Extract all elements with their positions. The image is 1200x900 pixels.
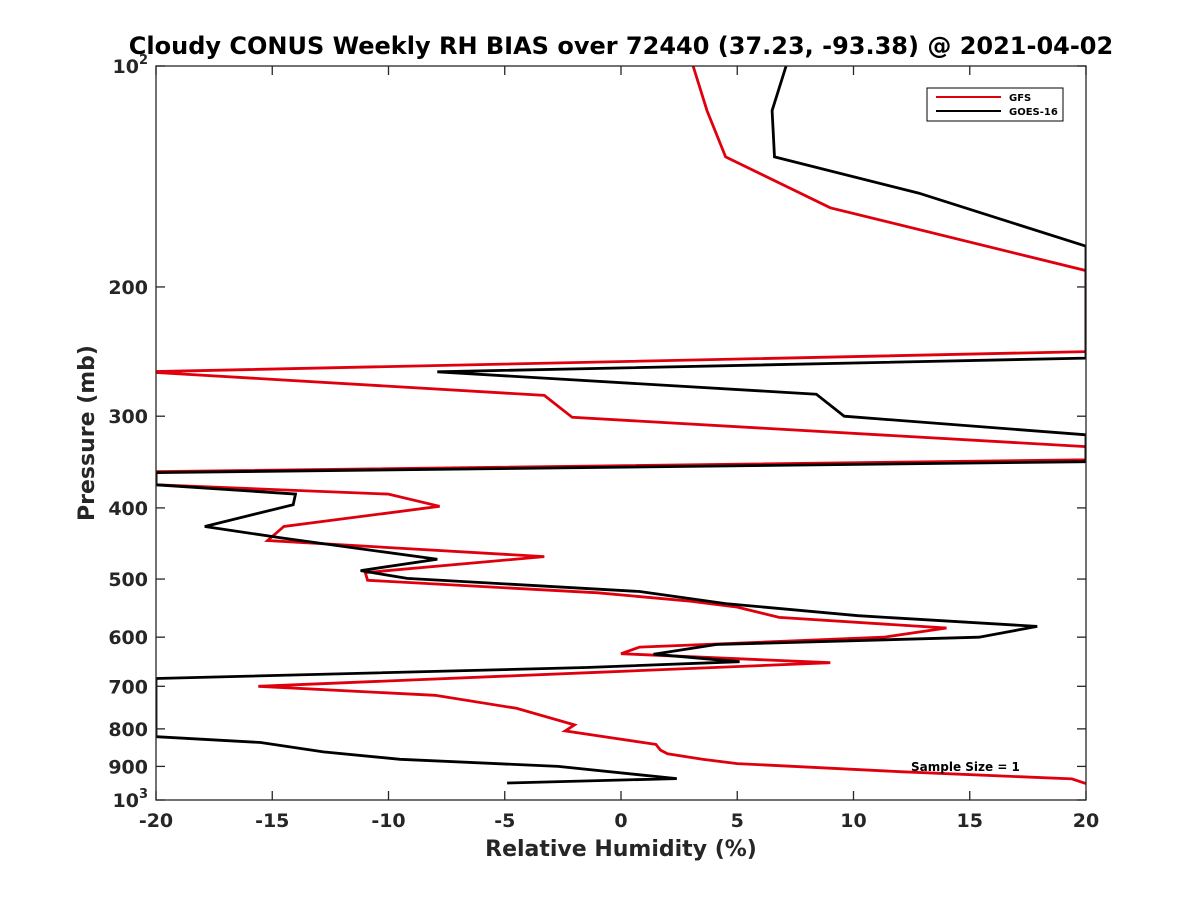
y-tick-label: 300 xyxy=(108,406,148,428)
y-axis: 102 200 300 400 500 600 700 800 900 103 xyxy=(108,53,1086,812)
plot-area: -20 -15 -10 -5 0 5 10 15 20 102 200 300 400 500 600 70… xyxy=(108,53,1099,832)
legend-label-gfs: GFS xyxy=(1009,93,1031,104)
y-tick-label: 500 xyxy=(108,569,148,591)
axes-box xyxy=(155,65,1087,801)
legend[interactable]: GFS GOES-16 xyxy=(926,87,1064,122)
y-tick-label: 800 xyxy=(108,719,148,741)
x-axis: -20 -15 -10 -5 0 5 10 15 20 xyxy=(139,66,1099,832)
x-tick-label: 20 xyxy=(1073,810,1099,832)
y-tick-label: 900 xyxy=(108,756,148,778)
series-line-goes16 xyxy=(156,66,1086,785)
y-tick-label: 102 xyxy=(113,53,149,78)
legend-label-goes16: GOES-16 xyxy=(1009,107,1058,118)
x-tick-label: 5 xyxy=(731,810,744,832)
y-tick-label: 600 xyxy=(108,627,148,649)
x-tick-label: 15 xyxy=(957,810,983,832)
sample-size-annotation: Sample Size = 1 xyxy=(911,760,1020,774)
series-layer xyxy=(156,66,1086,785)
x-axis-label: Relative Humidity (%) xyxy=(485,837,757,862)
y-tick-label: 200 xyxy=(108,277,148,299)
x-tick-label: -5 xyxy=(494,810,515,832)
series-line-gfs xyxy=(156,66,1086,785)
chart-title: Cloudy CONUS Weekly RH BIAS over 72440 (… xyxy=(129,32,1113,60)
y-tick-label: 700 xyxy=(108,676,148,698)
y-tick-label: 103 xyxy=(113,787,149,812)
y-tick-label: 400 xyxy=(108,498,148,520)
x-tick-label: -20 xyxy=(139,810,173,832)
legend-box xyxy=(926,87,1064,122)
x-tick-label: 0 xyxy=(614,810,627,832)
y-axis-label: Pressure (mb) xyxy=(75,345,100,521)
x-tick-label: 10 xyxy=(840,810,866,832)
x-tick-label: -15 xyxy=(255,810,289,832)
x-tick-label: -10 xyxy=(371,810,405,832)
